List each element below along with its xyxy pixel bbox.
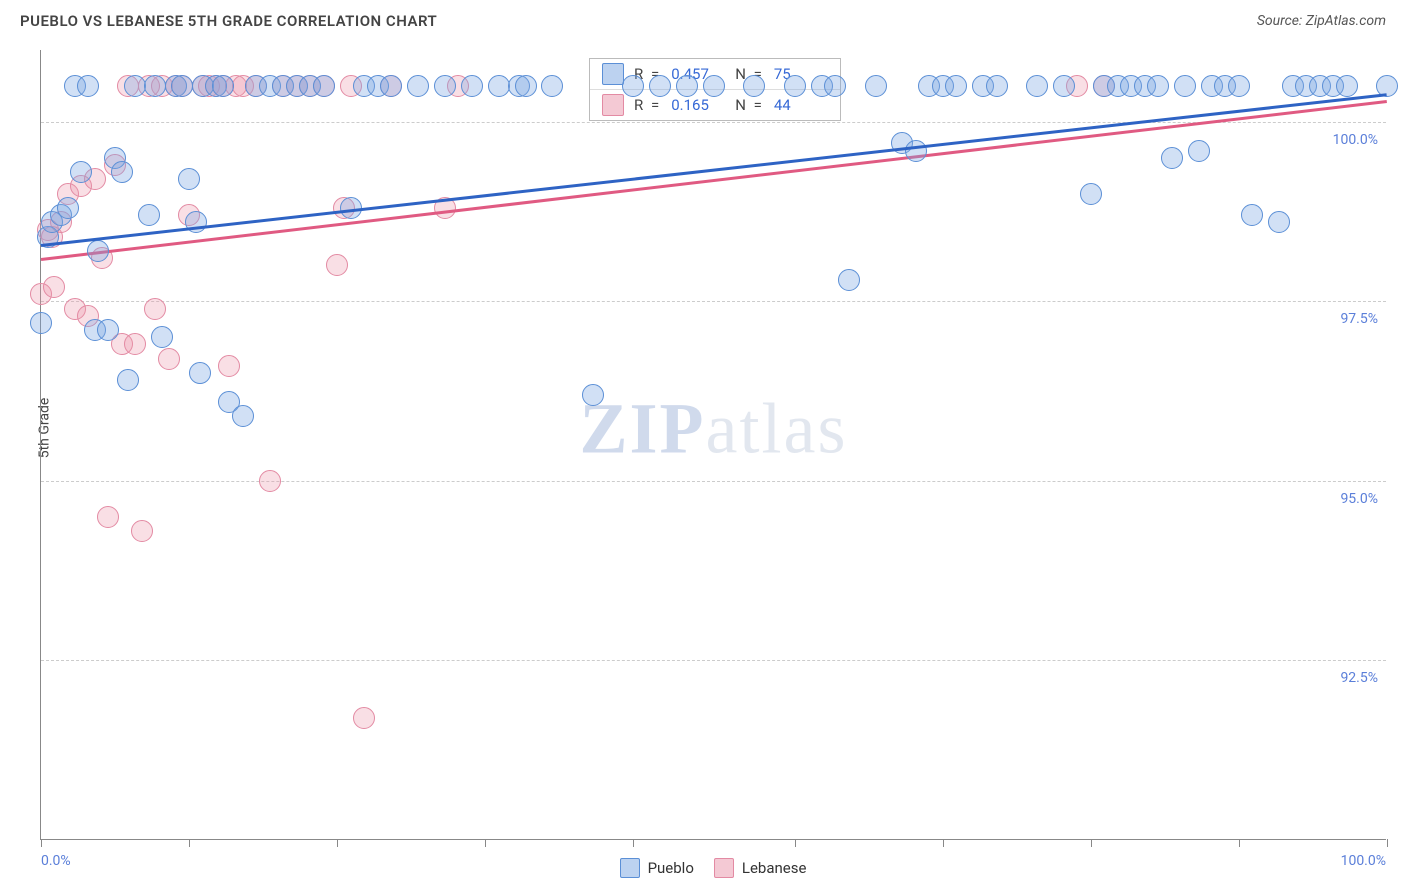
xtick xyxy=(337,839,338,847)
xtick xyxy=(1091,839,1092,847)
data-point xyxy=(97,506,119,528)
data-point xyxy=(1080,183,1102,205)
data-point xyxy=(743,75,765,97)
watermark: ZIPatlas xyxy=(580,387,848,470)
data-point xyxy=(1053,75,1075,97)
data-point xyxy=(703,75,725,97)
data-point xyxy=(986,75,1008,97)
pueblo-swatch-icon xyxy=(602,63,624,85)
lebanese-r-value: 0.165 xyxy=(671,96,725,114)
data-point xyxy=(131,520,153,542)
lebanese-n-value: 44 xyxy=(774,96,828,114)
chart-area: 5th Grade ZIPatlas R = 0.457 N = 75 R = … xyxy=(40,50,1386,840)
xtick xyxy=(41,839,42,847)
data-point xyxy=(138,204,160,226)
data-point xyxy=(111,161,133,183)
legend-item-lebanese: Lebanese xyxy=(714,858,807,878)
data-point xyxy=(1228,75,1250,97)
data-point xyxy=(70,161,92,183)
data-point xyxy=(1188,140,1210,162)
data-point xyxy=(838,269,860,291)
data-point xyxy=(30,312,52,334)
data-point xyxy=(77,75,99,97)
lebanese-swatch-icon xyxy=(602,94,624,116)
data-point xyxy=(1241,204,1263,226)
data-point xyxy=(259,470,281,492)
data-point xyxy=(97,319,119,341)
data-point xyxy=(232,405,254,427)
data-point xyxy=(488,75,510,97)
data-point xyxy=(43,276,65,298)
lebanese-legend-swatch-icon xyxy=(714,858,734,878)
data-point xyxy=(676,75,698,97)
chart-title: PUEBLO VS LEBANESE 5TH GRADE CORRELATION… xyxy=(20,12,437,30)
data-point xyxy=(582,384,604,406)
data-point xyxy=(380,75,402,97)
gridline xyxy=(41,301,1386,302)
data-point xyxy=(945,75,967,97)
data-point xyxy=(824,75,846,97)
xtick xyxy=(189,839,190,847)
data-point xyxy=(784,75,806,97)
data-point xyxy=(124,333,146,355)
data-point xyxy=(57,197,79,219)
gridline xyxy=(41,122,1386,123)
data-point xyxy=(905,140,927,162)
r-label: R = xyxy=(634,96,661,114)
xtick xyxy=(633,839,634,847)
data-point xyxy=(353,707,375,729)
legend-item-pueblo: Pueblo xyxy=(620,858,694,878)
data-point xyxy=(1026,75,1048,97)
data-point xyxy=(87,240,109,262)
data-point xyxy=(189,362,211,384)
data-point xyxy=(407,75,429,97)
data-point xyxy=(151,326,173,348)
data-point xyxy=(144,75,166,97)
ytick-label: 92.5% xyxy=(1340,670,1378,686)
data-point xyxy=(515,75,537,97)
data-point xyxy=(158,348,180,370)
data-point xyxy=(212,75,234,97)
data-point xyxy=(218,355,240,377)
ytick-label: 100.0% xyxy=(1333,132,1378,148)
gridline xyxy=(41,660,1386,661)
data-point xyxy=(622,75,644,97)
legend-label: Lebanese xyxy=(742,859,807,877)
ytick-label: 97.5% xyxy=(1340,311,1378,327)
data-point xyxy=(1147,75,1169,97)
pueblo-legend-swatch-icon xyxy=(620,858,640,878)
data-point xyxy=(178,168,200,190)
data-point xyxy=(541,75,563,97)
data-point xyxy=(1336,75,1358,97)
data-point xyxy=(461,75,483,97)
bottom-legend: Pueblo Lebanese xyxy=(40,858,1386,878)
data-point xyxy=(1268,211,1290,233)
data-point xyxy=(313,75,335,97)
data-point xyxy=(1161,147,1183,169)
ytick-label: 95.0% xyxy=(1340,491,1378,507)
data-point xyxy=(124,75,146,97)
data-point xyxy=(326,254,348,276)
n-label: N = xyxy=(735,96,764,114)
xtick xyxy=(795,839,796,847)
data-point xyxy=(117,369,139,391)
data-point xyxy=(434,75,456,97)
plot-region: ZIPatlas R = 0.457 N = 75 R = 0.165 N = … xyxy=(40,50,1386,840)
data-point xyxy=(171,75,193,97)
data-point xyxy=(1174,75,1196,97)
legend-label: Pueblo xyxy=(648,859,694,877)
xtick xyxy=(1239,839,1240,847)
data-point xyxy=(649,75,671,97)
trendline xyxy=(41,100,1387,260)
xtick xyxy=(485,839,486,847)
xtick xyxy=(1387,839,1388,847)
gridline xyxy=(41,481,1386,482)
source-label: Source: ZipAtlas.com xyxy=(1257,13,1386,29)
data-point xyxy=(185,211,207,233)
xtick xyxy=(943,839,944,847)
data-point xyxy=(144,298,166,320)
data-point xyxy=(865,75,887,97)
